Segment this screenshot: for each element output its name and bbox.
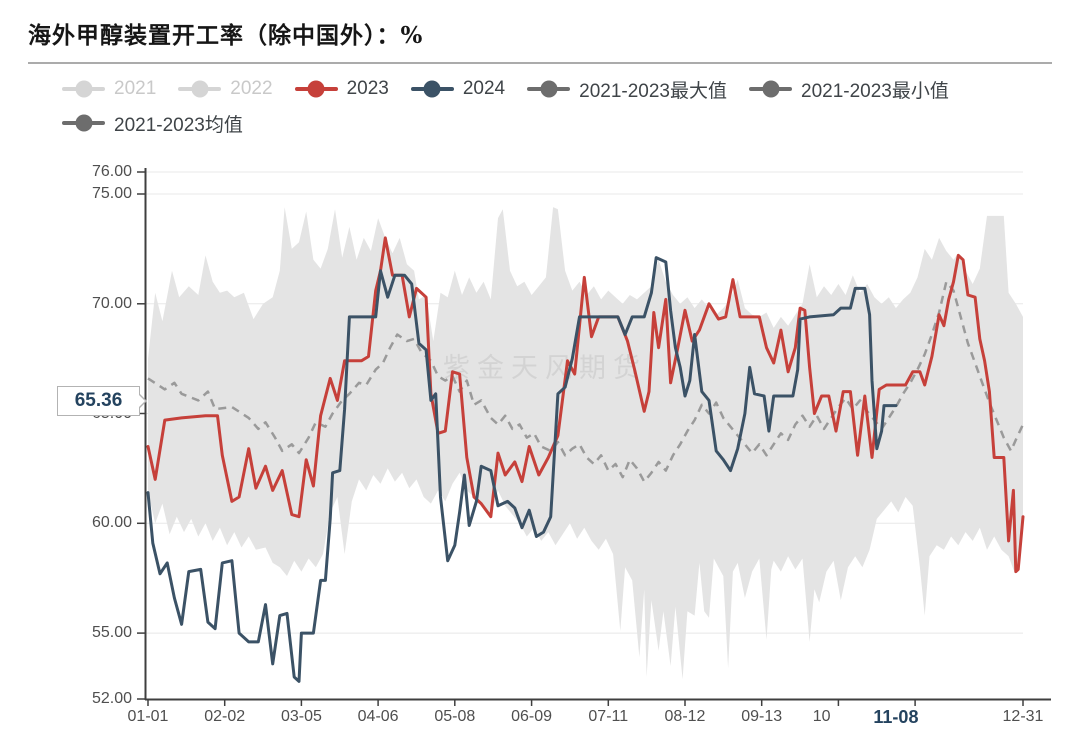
legend-label: 2021-2023均值	[114, 114, 243, 136]
x-axis-label: 02-02	[204, 708, 246, 725]
x-axis-label: 01-01	[127, 708, 169, 725]
y-axis-label: 75.00	[91, 184, 132, 202]
legend-label: 2021	[114, 78, 157, 99]
x-axis-label: 03-05	[280, 708, 322, 725]
legend-dot-icon	[75, 80, 92, 98]
x-axis-label: 10	[812, 708, 831, 725]
legend-dot-icon	[762, 80, 779, 98]
chart-title: 海外甲醇装置开工率（除中国外）：%	[28, 22, 424, 49]
y-axis-label: 52.00	[91, 690, 132, 707]
legend-line-icon	[749, 80, 792, 98]
legend-dot-icon	[191, 80, 209, 98]
legend-line-icon	[527, 80, 571, 98]
legend-row-1: 2021 2022 2023 2024 2021-2023最大值 2021-2023最小值	[62, 76, 949, 102]
legend-item-2024[interactable]: 2024	[410, 78, 506, 100]
last-value-text: 65.36	[74, 390, 123, 411]
x-axis-label: 05-08	[434, 708, 476, 725]
legend-item-2021[interactable]: 2021	[62, 78, 156, 100]
watermark-layer: 紫金天风期货	[443, 353, 647, 383]
legend-item-min[interactable]: 2021-2023最小值	[749, 76, 949, 103]
series-line-2021-2023均值	[147, 280, 1025, 483]
y-axis-label: 55.00	[91, 624, 132, 642]
x-axis-label: 07-11	[588, 708, 629, 725]
legend-label: 2021-2023最小值	[801, 80, 949, 102]
title-divider	[28, 62, 1052, 64]
legend-line-icon	[410, 80, 454, 98]
series-line-2023	[146, 236, 1025, 574]
legend-label: 2024	[462, 78, 506, 99]
y-axis-label: 70.00	[91, 294, 132, 312]
legend-line-icon	[178, 80, 222, 98]
min-max-band-area	[148, 207, 1023, 680]
x-axis-label: 09-13	[741, 708, 783, 725]
x-axis-label-current-date: 11-08	[873, 707, 919, 727]
legend-item-2023[interactable]: 2023	[294, 78, 389, 100]
legend-label: 2021-2023最大值	[579, 80, 727, 102]
legend-dot-icon	[75, 114, 92, 132]
series-line-2024	[146, 256, 898, 683]
legend-item-mean[interactable]: 2021-2023均值	[62, 110, 243, 137]
x-axis-label: 06-09	[511, 708, 552, 725]
legend-dot-icon	[423, 80, 441, 98]
legend-line-icon	[294, 80, 338, 98]
legend-item-2022[interactable]: 2022	[178, 78, 273, 100]
last-value-callout: 65.36	[57, 386, 147, 416]
y-axis-label: 60.00	[91, 514, 132, 532]
watermark-text: 紫金天风期货	[443, 353, 647, 383]
legend-dot-icon	[307, 80, 325, 98]
x-axis-label: 12-31	[1002, 708, 1044, 725]
legend-label: 2022	[230, 78, 273, 99]
legend-row-2: 2021-2023均值	[62, 110, 243, 136]
axes-layer	[137, 168, 1051, 706]
series-lines-layer	[146, 236, 1025, 683]
legend-dot-icon	[540, 80, 558, 98]
x-axis-label: 04-06	[357, 708, 399, 725]
min-max-band-layer	[148, 207, 1023, 680]
legend-item-max[interactable]: 2021-2023最大值	[527, 76, 727, 103]
y-axis-label: 76.00	[91, 163, 132, 180]
legend-label: 2023	[346, 78, 389, 99]
legend-line-icon	[62, 114, 105, 132]
x-axis-label: 08-12	[664, 708, 706, 725]
legend-line-icon	[62, 80, 105, 98]
